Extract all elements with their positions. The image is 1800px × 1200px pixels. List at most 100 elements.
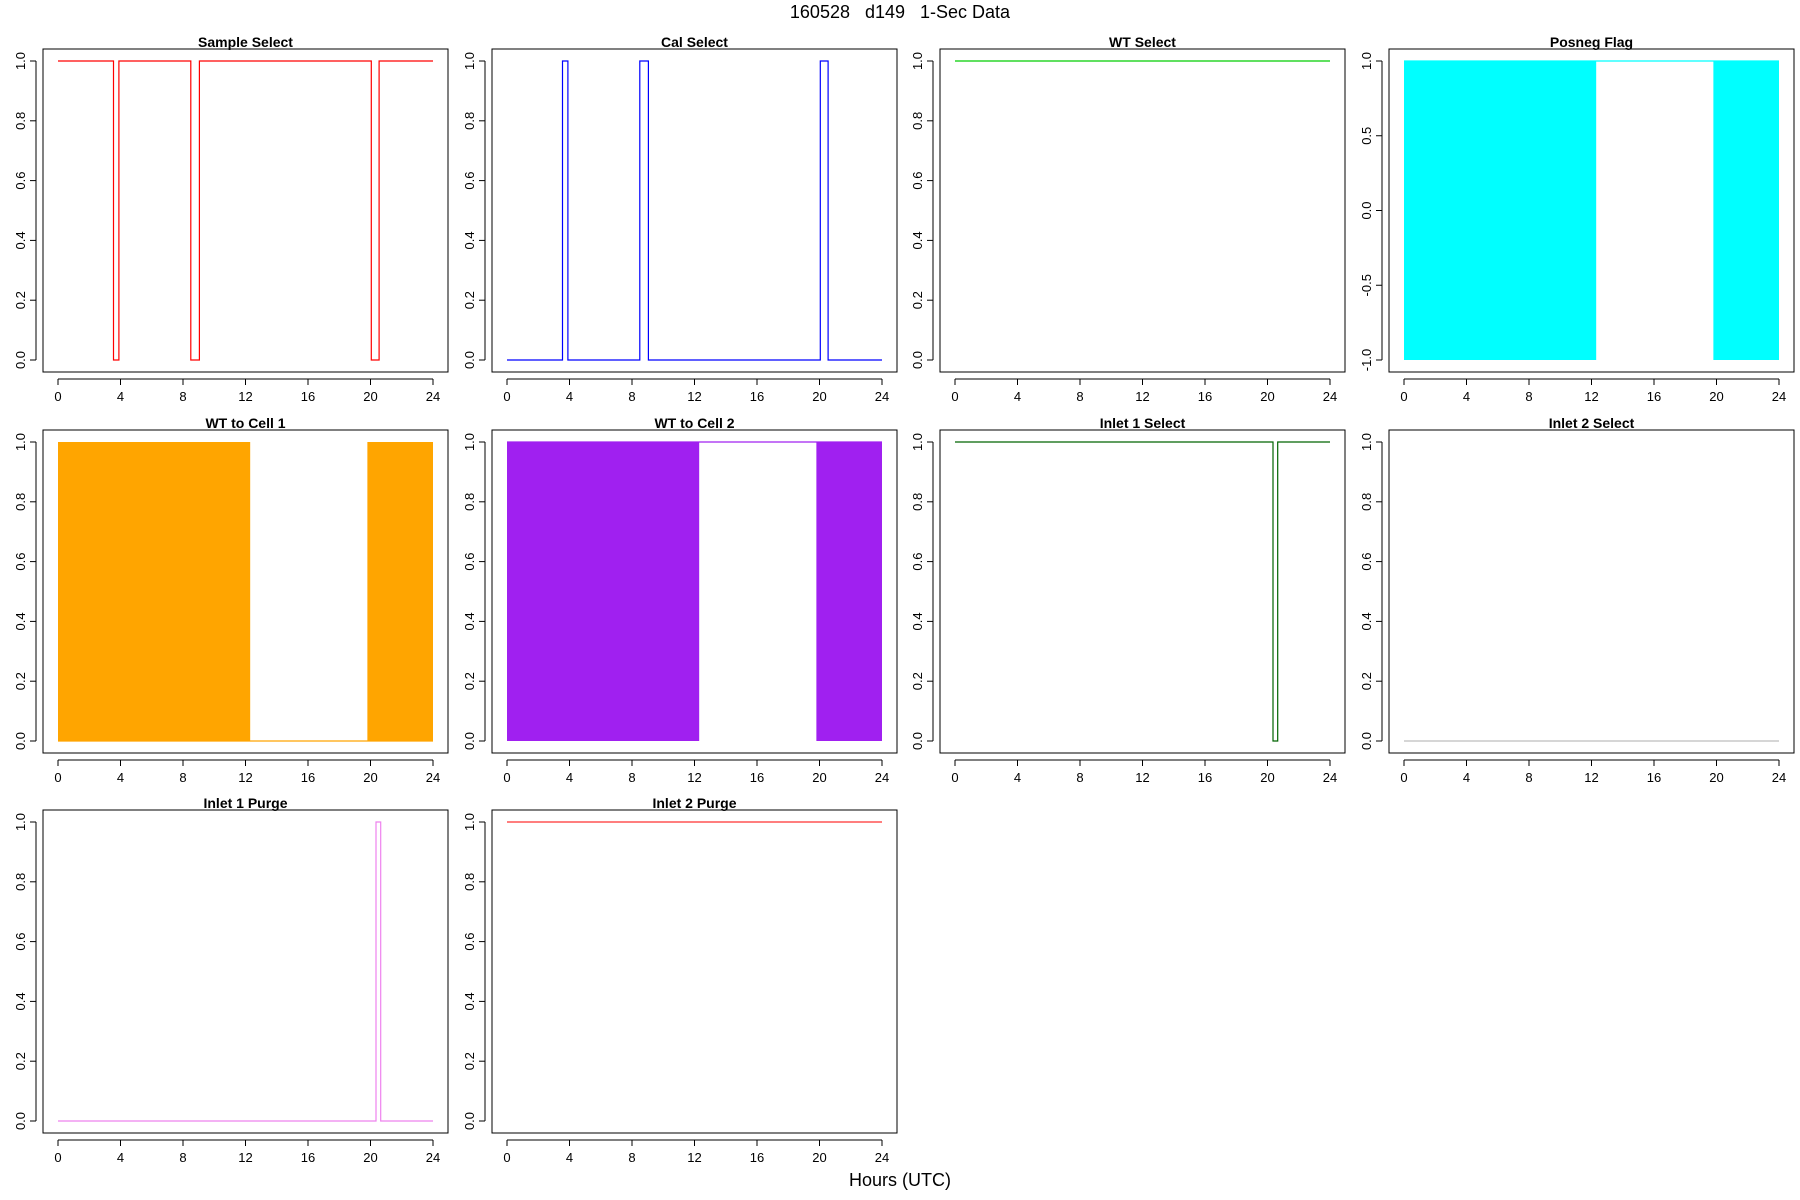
series-fill: [507, 442, 700, 741]
y-tick-label: 0.0: [1359, 732, 1374, 750]
y-tick-label: 0.0: [462, 732, 477, 750]
y-tick-label: 0.4: [1359, 612, 1374, 630]
plot-frame: [1388, 48, 1795, 373]
plot-frame: [491, 809, 898, 1134]
x-tick-label: 20: [812, 770, 826, 785]
y-tick-label: 0.8: [1359, 493, 1374, 511]
y-tick-label: 1.0: [910, 52, 925, 70]
plot-frame: [491, 48, 898, 373]
plot-frame: [42, 429, 449, 754]
panel-title: Sample Select: [198, 34, 293, 50]
y-tick-label: 0.4: [462, 992, 477, 1010]
y-tick-label: 0.0: [13, 732, 28, 750]
panel-title: Inlet 2 Purge: [652, 795, 736, 811]
x-tick-label: 16: [750, 770, 764, 785]
panel-title: WT to Cell 2: [654, 415, 734, 431]
x-tick-label: 0: [1400, 389, 1407, 404]
y-tick-label: 1.0: [462, 433, 477, 451]
panel-title: WT Select: [1109, 34, 1176, 50]
y-tick-label: 0.8: [13, 493, 28, 511]
y-tick-label: 0.6: [462, 553, 477, 571]
x-tick-label: 20: [1709, 770, 1723, 785]
x-tick-label: 20: [363, 770, 377, 785]
x-tick-label: 24: [426, 389, 440, 404]
x-tick-label: 24: [1323, 389, 1337, 404]
x-tick-label: 8: [1525, 770, 1532, 785]
x-tick-label: 12: [687, 770, 701, 785]
panel-title: Inlet 1 Select: [1100, 415, 1186, 431]
panel-title: Cal Select: [661, 34, 728, 50]
panel-title: WT to Cell 1: [205, 415, 285, 431]
x-tick-label: 8: [628, 770, 635, 785]
x-tick-label: 4: [566, 1150, 573, 1165]
x-tick-label: 20: [1709, 389, 1723, 404]
y-tick-label: 0.2: [462, 1052, 477, 1070]
y-tick-label: 0.4: [462, 231, 477, 249]
chart-panel: Posneg Flag 0 4 8 12 16 20 24 -1.0 -0.5 0.0 0.5 1.0: [1359, 34, 1795, 404]
x-tick-label: 16: [750, 1150, 764, 1165]
x-tick-label: 24: [426, 1150, 440, 1165]
x-tick-label: 0: [54, 1150, 61, 1165]
y-tick-label: 0.0: [1359, 201, 1374, 219]
plot-frame: [939, 48, 1346, 373]
x-tick-label: 8: [1525, 389, 1532, 404]
x-tick-label: 8: [628, 389, 635, 404]
y-tick-label: 0.2: [1359, 672, 1374, 690]
x-tick-label: 0: [503, 1150, 510, 1165]
y-tick-label: 0.2: [13, 291, 28, 309]
x-tick-label: 24: [426, 770, 440, 785]
y-tick-label: 0.4: [910, 612, 925, 630]
x-tick-label: 24: [875, 1150, 889, 1165]
x-tick-label: 20: [363, 1150, 377, 1165]
series-fill: [367, 442, 433, 741]
y-tick-label: 0.4: [462, 612, 477, 630]
x-tick-label: 12: [1584, 770, 1598, 785]
y-tick-label: 0.0: [910, 732, 925, 750]
chart-panel: WT to Cell 1 0 4 8 12 16 20 24 0.0 0.2 0.4 0.6 0.8 1.…: [13, 415, 449, 785]
y-tick-label: 1.0: [1359, 433, 1374, 451]
x-tick-label: 8: [1076, 389, 1083, 404]
chart-panel: Inlet 2 Purge 0 4 8 12 16 20 24 0.0 0.2 0.4 0.6 0.8 1…: [462, 795, 898, 1165]
x-tick-label: 16: [301, 1150, 315, 1165]
y-tick-label: 0.8: [910, 493, 925, 511]
x-axis-label: Hours (UTC): [849, 1170, 951, 1190]
y-tick-label: 1.0: [13, 433, 28, 451]
x-tick-label: 16: [1198, 770, 1212, 785]
y-tick-label: 1.0: [13, 813, 28, 831]
y-tick-label: 0.5: [1359, 127, 1374, 145]
x-tick-label: 16: [1647, 770, 1661, 785]
x-tick-label: 20: [812, 1150, 826, 1165]
y-tick-label: 0.6: [13, 933, 28, 951]
plot-frame: [42, 809, 449, 1134]
y-tick-label: 0.8: [910, 112, 925, 130]
y-tick-label: 0.8: [462, 493, 477, 511]
x-tick-label: 8: [628, 1150, 635, 1165]
series-line: [58, 60, 433, 361]
x-tick-label: 0: [1400, 770, 1407, 785]
plot-frame: [939, 429, 1346, 754]
y-tick-label: -0.5: [1359, 274, 1374, 296]
x-tick-label: 4: [1014, 770, 1021, 785]
x-tick-label: 4: [117, 770, 124, 785]
y-tick-label: 0.8: [462, 112, 477, 130]
x-tick-label: 8: [179, 770, 186, 785]
plot-frame: [42, 48, 449, 373]
x-tick-label: 4: [117, 389, 124, 404]
x-tick-label: 16: [1647, 389, 1661, 404]
y-tick-label: 1.0: [13, 52, 28, 70]
x-tick-label: 12: [1135, 389, 1149, 404]
panel-title: Inlet 1 Purge: [203, 795, 287, 811]
x-tick-label: 0: [951, 770, 958, 785]
x-tick-label: 4: [1014, 389, 1021, 404]
y-tick-label: 0.6: [910, 172, 925, 190]
x-tick-label: 12: [238, 770, 252, 785]
series-fill: [1713, 61, 1779, 360]
chart-panel: WT to Cell 2 0 4 8 12 16 20 24 0.0 0.2 0.4 0.6 0.8 1.…: [462, 415, 898, 785]
x-tick-label: 20: [1260, 389, 1274, 404]
y-tick-label: 0.4: [910, 231, 925, 249]
y-tick-label: 0.8: [462, 873, 477, 891]
x-tick-label: 8: [1076, 770, 1083, 785]
x-tick-label: 4: [566, 389, 573, 404]
y-tick-label: 0.6: [462, 172, 477, 190]
